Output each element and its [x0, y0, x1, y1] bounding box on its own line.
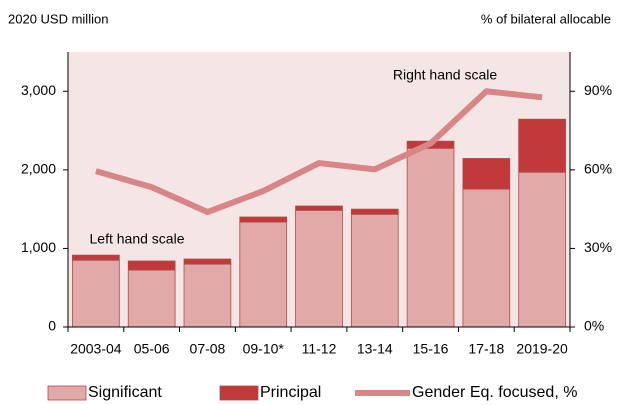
x-tick-label: 13-14: [357, 341, 393, 357]
legend-swatch: [47, 385, 87, 401]
bar-segment: [127, 260, 176, 271]
bar-segment: [72, 259, 120, 328]
x-tick-label: 05-06: [134, 341, 170, 357]
bar-segment: [295, 205, 343, 211]
bar-segment: [350, 213, 399, 328]
y-tick-label: 1,000: [21, 239, 56, 255]
bar-segment: [127, 269, 176, 328]
y2-tick-label: 90%: [584, 82, 612, 98]
x-tick-label: 11-12: [302, 341, 337, 357]
bar-segment: [295, 209, 343, 328]
line-series: [95, 88, 543, 216]
bar-segment: [183, 263, 232, 328]
x-tick-label: 09-10*: [243, 341, 285, 357]
legend-swatch: [219, 385, 259, 401]
bar-segment: [462, 158, 511, 190]
bar-segment: [462, 188, 511, 328]
bar-segment: [72, 254, 120, 261]
bar-segment: [183, 258, 232, 265]
legend-label: Gender Eq. focused, %: [412, 384, 577, 401]
y2-tick-label: 0%: [584, 318, 604, 334]
y2-tick-label: 30%: [584, 239, 612, 255]
y-tick-label: 2,000: [21, 161, 56, 177]
legend-label: Principal: [260, 384, 321, 401]
bar-segment: [518, 171, 566, 328]
x-tick-label: 15-16: [413, 341, 449, 357]
y-tick-label: 3,000: [21, 82, 56, 98]
bar-segment: [518, 118, 566, 173]
x-tick-label: 07-08: [190, 341, 226, 357]
x-tick-label: 17-18: [468, 341, 504, 357]
annotation: Left hand scale: [90, 231, 185, 247]
bar-segment: [350, 208, 399, 215]
left-axis-label: 2020 USD million: [8, 11, 108, 26]
y2-tick-label: 60%: [584, 161, 612, 177]
bar-segment: [239, 221, 288, 328]
right-axis-label: % of bilateral allocable: [481, 11, 611, 26]
bar-segment: [406, 147, 455, 328]
x-tick-label: 2003-04: [70, 341, 122, 357]
x-tick-label: 2019-20: [516, 341, 568, 357]
annotation: Right hand scale: [393, 67, 498, 83]
legend-label: Significant: [88, 384, 162, 401]
y-tick-label: 0: [48, 318, 56, 334]
bar-segment: [239, 216, 288, 223]
